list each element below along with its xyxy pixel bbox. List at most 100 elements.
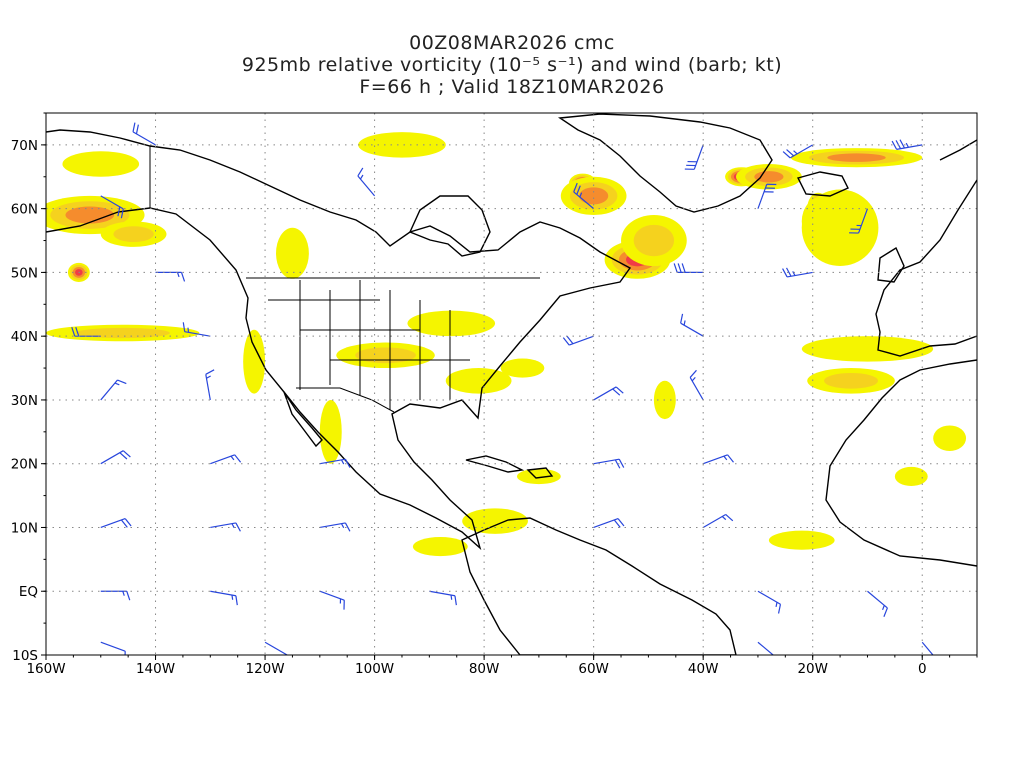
x-tick-label: 0 bbox=[918, 661, 927, 677]
barb-staff bbox=[757, 184, 768, 209]
barb-staff bbox=[593, 518, 619, 529]
barb-feather bbox=[119, 452, 128, 460]
barb-half-feather bbox=[176, 272, 180, 278]
barb-feather bbox=[135, 124, 139, 135]
barb-staff bbox=[858, 208, 869, 234]
y-axis-labels: 70N 60N 50N 40N 30N 20N 10N EQ 10S bbox=[11, 138, 38, 664]
wind-barb bbox=[689, 369, 704, 401]
vorticity-contour bbox=[62, 151, 140, 177]
vorticity-contour bbox=[516, 468, 561, 485]
wind-barb bbox=[757, 590, 782, 614]
barb-half-feather bbox=[231, 594, 234, 600]
barb-staff bbox=[702, 513, 726, 528]
barb-half-feather bbox=[793, 150, 798, 155]
barb-staff bbox=[757, 590, 781, 605]
x-tick-label: 60W bbox=[578, 661, 609, 677]
y-tick-label: 60N bbox=[11, 202, 38, 218]
vorticity-feature bbox=[358, 132, 446, 158]
vorticity-contour bbox=[500, 358, 545, 378]
y-tick-label: 30N bbox=[11, 393, 38, 409]
barb-half-feather bbox=[340, 523, 345, 529]
barb-staff bbox=[357, 175, 376, 197]
barb-half-feather bbox=[114, 382, 120, 386]
x-tick-label: 80W bbox=[469, 661, 500, 677]
barb-staff bbox=[573, 191, 595, 210]
barb-feather bbox=[614, 459, 621, 469]
barb-feather bbox=[573, 182, 578, 193]
barb-staff bbox=[210, 454, 235, 465]
vorticity-feature bbox=[276, 227, 309, 279]
barb-feather bbox=[235, 595, 238, 606]
coast-greenland bbox=[557, 113, 773, 213]
barb-staff bbox=[757, 641, 775, 655]
coast-hudson-bay bbox=[409, 195, 491, 257]
vorticity-contour bbox=[113, 226, 154, 243]
coast-cuba bbox=[465, 455, 525, 473]
wind-barb bbox=[319, 522, 351, 532]
vorticity-contour bbox=[579, 187, 609, 205]
barb-half-feather bbox=[792, 271, 796, 276]
barb-feather bbox=[689, 369, 697, 378]
barb-staff bbox=[100, 195, 124, 210]
vorticity-feature bbox=[46, 324, 200, 342]
y-tick-label: 50N bbox=[11, 265, 38, 281]
barb-feather bbox=[786, 149, 795, 157]
map-title: 00Z08MAR2026 cmc 925mb relative vorticit… bbox=[0, 32, 1024, 98]
barb-staff bbox=[693, 144, 704, 170]
coast-british-isles bbox=[877, 246, 905, 283]
vorticity-feature bbox=[243, 329, 266, 394]
barb-feather bbox=[673, 263, 678, 273]
wind-barb bbox=[702, 513, 734, 528]
vorticity-contour bbox=[358, 132, 446, 158]
x-tick-label: 140W bbox=[136, 661, 175, 677]
vorticity-feature bbox=[801, 336, 934, 362]
vorticity-contour bbox=[827, 153, 886, 162]
barb-half-feather bbox=[340, 459, 345, 465]
barb-feather bbox=[612, 388, 621, 396]
vorticity-feature bbox=[621, 215, 687, 267]
barb-half-feather bbox=[775, 602, 778, 608]
x-tick-label: 100W bbox=[355, 661, 394, 677]
wind-barb bbox=[182, 322, 211, 337]
vorticity-feature bbox=[516, 468, 561, 485]
barb-feather bbox=[613, 519, 621, 528]
y-tick-label: 10N bbox=[11, 520, 38, 536]
barb-half-feather bbox=[882, 605, 885, 611]
barb-half-feather bbox=[359, 174, 364, 180]
barb-staff bbox=[689, 377, 704, 401]
barb-feather bbox=[122, 450, 131, 458]
x-tick-label: 160W bbox=[26, 661, 65, 677]
vorticity-contour bbox=[801, 336, 934, 362]
barb-staff bbox=[702, 454, 728, 465]
barb-feather bbox=[566, 335, 574, 345]
coastlines bbox=[46, 113, 977, 655]
wind-barb bbox=[100, 450, 131, 465]
barb-half-feather bbox=[122, 591, 125, 596]
barb-feather bbox=[883, 607, 888, 617]
wind-barb bbox=[782, 144, 814, 159]
vorticity-feature bbox=[319, 399, 342, 464]
barb-staff bbox=[921, 641, 934, 655]
wind-barb bbox=[319, 458, 351, 468]
y-tick-label: EQ bbox=[19, 584, 38, 600]
vorticity-feature bbox=[736, 164, 802, 190]
vorticity-contour bbox=[65, 206, 115, 224]
barb-feather bbox=[774, 659, 777, 668]
barb-feather bbox=[727, 454, 734, 463]
coast-iceland bbox=[796, 171, 849, 197]
barb-feather bbox=[615, 386, 624, 394]
vorticity-contour bbox=[754, 171, 784, 183]
vorticity-contour bbox=[412, 537, 468, 557]
vorticity-feature bbox=[462, 508, 528, 534]
vorticity-contour bbox=[355, 347, 416, 364]
border-us-states bbox=[268, 280, 470, 410]
barb-staff bbox=[100, 450, 124, 465]
title-line-3: F=66 h ; Valid 18Z10MAR2026 bbox=[359, 76, 665, 98]
wind-barb bbox=[100, 195, 124, 219]
coast-europe bbox=[875, 179, 977, 357]
coast-scandinavia bbox=[939, 139, 977, 161]
wind-barb bbox=[757, 183, 777, 209]
vorticity-contour bbox=[633, 224, 675, 257]
barb-staff bbox=[100, 379, 118, 401]
